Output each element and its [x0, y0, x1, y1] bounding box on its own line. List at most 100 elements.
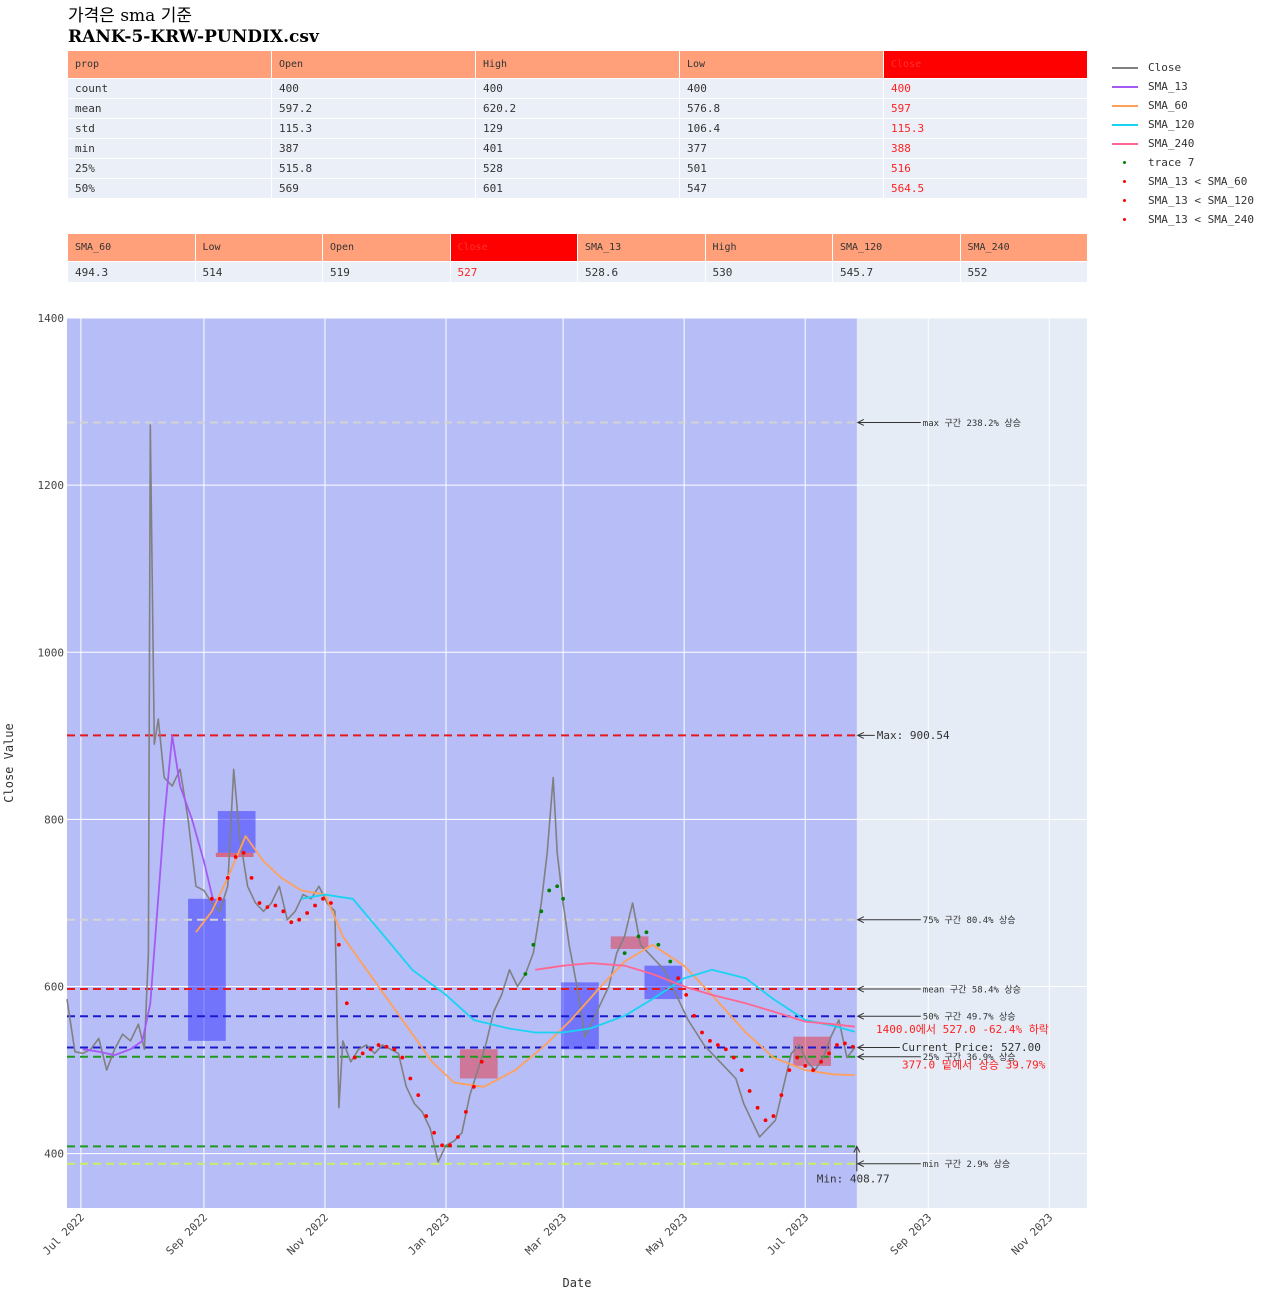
legend-item[interactable]: SMA_120	[1110, 115, 1254, 134]
x-tick-label: Jul 2023	[765, 1211, 812, 1258]
data-point	[779, 1093, 784, 1098]
data-point	[360, 1051, 365, 1056]
annotation-label: Max: 900.54	[877, 729, 950, 742]
legend-line-swatch	[1110, 100, 1140, 112]
annotation-arrowhead	[856, 731, 865, 739]
annotation-arrowhead	[856, 916, 865, 924]
rise-text: 377.0 밑에서 상승 39.79%	[902, 1059, 1046, 1072]
highlight-box	[215, 852, 254, 858]
data-point	[352, 1055, 357, 1060]
table-cell: 515.8	[271, 158, 476, 179]
legend-label: SMA_120	[1148, 118, 1195, 131]
annotation-label: max 구간 238.2% 상승	[923, 418, 1021, 429]
table-cell: 528	[475, 158, 680, 179]
data-point	[819, 1059, 823, 1064]
legend-item[interactable]: Close	[1110, 58, 1254, 77]
data-point	[432, 1130, 437, 1135]
data-point	[321, 896, 325, 901]
annotation-label: 75% 구간 80.4% 상승	[923, 915, 1016, 926]
data-point	[531, 942, 536, 947]
legend-item[interactable]: SMA_13 < SMA_240	[1110, 210, 1254, 229]
table-cell: 400	[679, 78, 884, 99]
data-point	[692, 1013, 696, 1018]
data-point	[392, 1047, 397, 1052]
data-point	[547, 888, 552, 893]
current-header-sma240: SMA_240	[959, 233, 1088, 262]
y-tick-label: 1400	[38, 312, 65, 325]
legend-item[interactable]: trace 7	[1110, 153, 1254, 172]
legend-label: trace 7	[1148, 156, 1195, 169]
data-point	[344, 1001, 349, 1006]
data-point	[471, 1084, 476, 1089]
x-tick-label: Nov 2022	[284, 1211, 331, 1258]
table-cell: 494.3	[67, 261, 196, 283]
y-tick-label: 1000	[38, 646, 65, 659]
legend-label: SMA_240	[1148, 137, 1195, 150]
data-point	[622, 951, 627, 956]
annotation-label: min 구간 2.9% 상승	[923, 1159, 1010, 1170]
data-point	[827, 1051, 831, 1056]
data-point	[763, 1118, 768, 1123]
annotation-arrowhead	[853, 1145, 861, 1153]
data-point	[739, 1068, 744, 1073]
y-tick-label: 400	[44, 1148, 64, 1161]
x-tick-label: Sep 2023	[888, 1211, 935, 1258]
x-tick-label: Mar 2023	[523, 1211, 570, 1258]
table-cell: 527	[449, 261, 578, 283]
data-point	[644, 930, 649, 935]
data-point	[400, 1055, 405, 1060]
data-point	[329, 901, 333, 905]
legend-item[interactable]: SMA_60	[1110, 96, 1254, 115]
legend-line-swatch	[1110, 62, 1140, 74]
table-row: count 400 400 400 400	[67, 78, 1088, 99]
data-point	[811, 1068, 816, 1073]
table-cell: 552	[959, 261, 1088, 283]
price-chart[interactable]: max 구간 238.2% 상승 Max: 900.54 75% 구간 80.4% …	[0, 300, 1280, 1299]
data-point	[561, 896, 566, 901]
annotation-label: mean 구간 58.4% 상승	[923, 985, 1021, 996]
legend-dot-swatch	[1110, 195, 1140, 207]
data-point	[305, 911, 310, 915]
data-point	[313, 903, 317, 908]
series-line-close	[66, 424, 856, 1163]
data-point	[424, 1114, 429, 1118]
current-values-table: SMA_60 Low Open Close SMA_13 High SMA_120 SMA_2…	[67, 233, 1088, 283]
table-cell: 129	[475, 118, 680, 139]
legend-line-swatch	[1110, 81, 1140, 93]
current-header-low: Low	[194, 233, 323, 262]
legend-item[interactable]: SMA_13	[1110, 77, 1254, 96]
series-line-sma-240	[535, 962, 855, 1028]
table-cell: 564.5	[883, 178, 1088, 199]
annotation-arrowhead	[856, 1053, 865, 1061]
table-cell: min	[67, 138, 272, 159]
data-point	[249, 876, 254, 880]
data-point	[265, 905, 270, 910]
data-point	[715, 1043, 720, 1047]
title-line-2: RANK-5-KRW-PUNDIX.csv	[68, 27, 319, 47]
data-point	[384, 1044, 389, 1049]
current-header-close: Close	[449, 233, 578, 262]
highlight-box	[217, 811, 256, 853]
annotation-label: 50% 구간 49.7% 상승	[923, 1012, 1016, 1023]
highlight-box	[188, 898, 226, 1041]
y-tick-label: 600	[44, 981, 64, 994]
data-point	[456, 1135, 460, 1139]
data-point	[440, 1143, 444, 1148]
data-point	[289, 920, 294, 925]
legend-item[interactable]: SMA_13 < SMA_120	[1110, 191, 1254, 210]
table-cell: 501	[679, 158, 884, 179]
table-cell: 115.3	[883, 118, 1088, 139]
legend-label: SMA_13 < SMA_240	[1148, 213, 1254, 226]
table-cell: 530	[704, 261, 833, 283]
legend-item[interactable]: SMA_13 < SMA_60	[1110, 172, 1254, 191]
legend-item[interactable]: SMA_240	[1110, 134, 1254, 153]
chart-title: 가격은 sma 기준 RANK-5-KRW-PUNDIX.csv	[68, 6, 319, 48]
series-line-sma-60	[195, 835, 855, 1088]
annotation-label: Min: 408.77	[817, 1172, 890, 1185]
table-cell: 115.3	[271, 118, 476, 139]
table-cell: 400	[475, 78, 680, 99]
data-point	[850, 1044, 855, 1049]
legend-line-swatch	[1110, 138, 1140, 150]
stats-header-open: Open	[271, 50, 476, 79]
